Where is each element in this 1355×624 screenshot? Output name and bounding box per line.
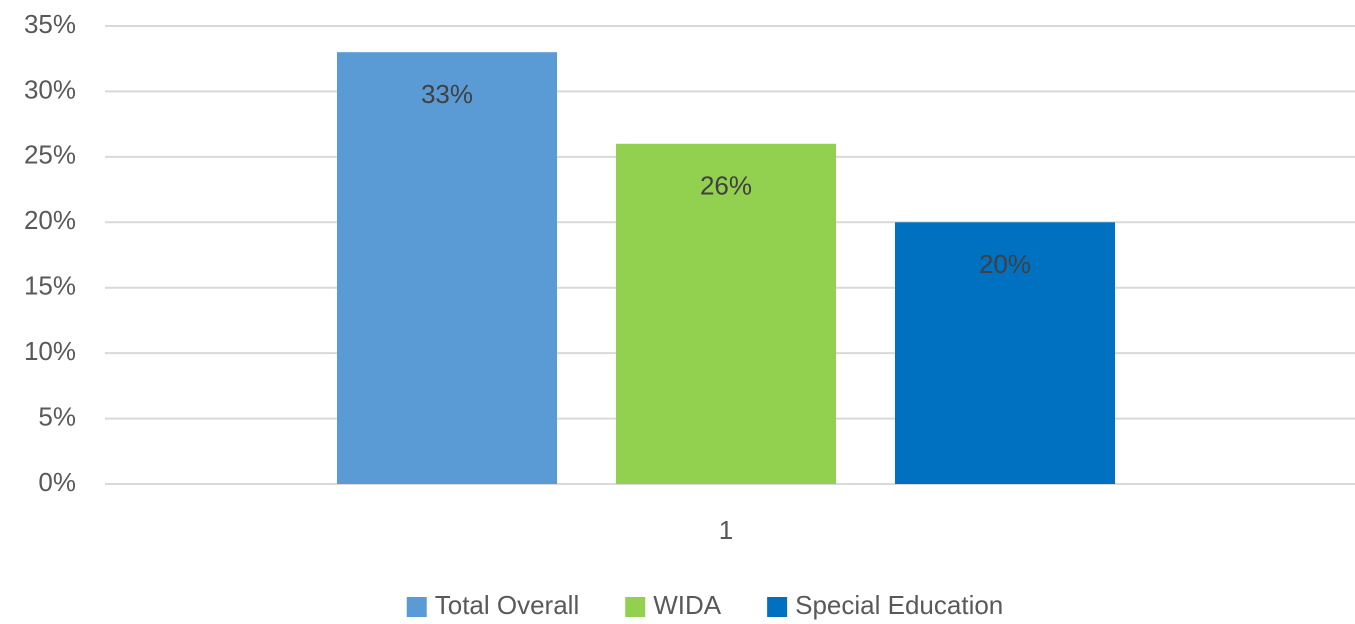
x-tick-label: 1 xyxy=(719,515,733,545)
bar xyxy=(616,143,836,484)
data-label: 33% xyxy=(421,79,473,109)
legend-swatch xyxy=(767,597,788,617)
legend-label: Special Education xyxy=(795,590,1003,620)
bar xyxy=(895,222,1115,485)
data-label: 20% xyxy=(979,249,1031,279)
legend-swatch xyxy=(406,597,427,617)
legend-label: WIDA xyxy=(653,590,722,620)
y-tick-label: 5% xyxy=(38,401,76,431)
y-tick-label: 15% xyxy=(24,271,76,301)
y-tick-label: 25% xyxy=(24,140,76,170)
legend-label: Total Overall xyxy=(435,590,580,620)
y-tick-label: 35% xyxy=(24,9,76,39)
y-tick-label: 10% xyxy=(24,336,76,366)
bar xyxy=(337,52,557,485)
y-tick-label: 20% xyxy=(24,205,76,235)
y-tick-label: 0% xyxy=(38,467,76,497)
y-tick-label: 30% xyxy=(24,74,76,104)
data-label: 26% xyxy=(700,171,752,201)
legend-swatch xyxy=(625,597,646,617)
